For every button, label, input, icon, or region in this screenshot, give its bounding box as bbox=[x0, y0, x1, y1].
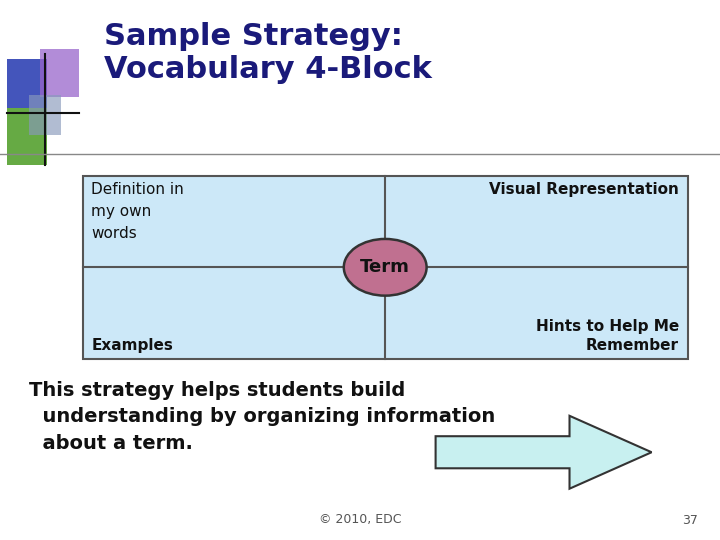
Text: © 2010, EDC: © 2010, EDC bbox=[319, 514, 401, 526]
Text: Sample Strategy:
Vocabulary 4-Block: Sample Strategy: Vocabulary 4-Block bbox=[104, 22, 432, 84]
Text: Visual Representation: Visual Representation bbox=[489, 182, 679, 197]
Text: This strategy helps students build
  understanding by organizing information
  a: This strategy helps students build under… bbox=[29, 381, 495, 453]
Text: 37: 37 bbox=[683, 514, 698, 526]
Bar bbox=[7, 108, 47, 165]
Text: Definition in
my own
words: Definition in my own words bbox=[91, 182, 184, 241]
Text: Term: Term bbox=[360, 258, 410, 276]
Text: Examples: Examples bbox=[91, 338, 174, 353]
Bar bbox=[83, 176, 688, 359]
Text: Hints to Help Me
Remember: Hints to Help Me Remember bbox=[536, 319, 679, 353]
Bar bbox=[7, 59, 47, 116]
Bar bbox=[29, 94, 61, 135]
Polygon shape bbox=[436, 416, 652, 489]
Ellipse shape bbox=[344, 239, 426, 296]
Bar bbox=[40, 49, 79, 97]
